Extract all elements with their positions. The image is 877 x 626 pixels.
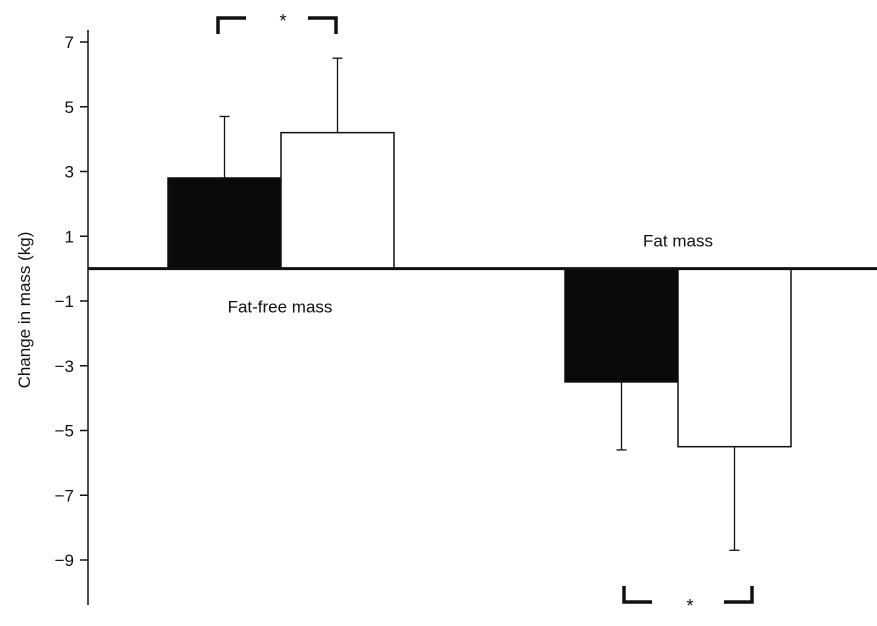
y-tick-label: 7 [65, 33, 74, 52]
y-tick-label: −7 [55, 486, 74, 505]
y-tick-label: −1 [55, 292, 74, 311]
bar [280, 131, 395, 270]
bracket-fat-mass-left [622, 586, 652, 604]
error-bars [219, 57, 740, 551]
y-axis-title: Change in mass (kg) [15, 232, 34, 389]
bar [564, 267, 679, 383]
group-label-fat-mass: Fat mass [643, 232, 713, 251]
y-axis: 7 5 3 1 −1 −3 −5 −7 −9 [55, 30, 89, 605]
y-tick-label: 1 [65, 227, 74, 246]
y-tick-label: −9 [55, 551, 74, 570]
bracket-fat-free-mass-right [308, 16, 338, 34]
significance-brackets: * * [216, 11, 754, 616]
bar [167, 177, 282, 270]
bracket-fat-free-mass-left [216, 16, 246, 34]
y-tick-label: −5 [55, 422, 74, 441]
y-tick-label: 5 [65, 98, 74, 117]
significance-star-fat-mass: * [686, 596, 693, 616]
y-tick-label: −3 [55, 357, 74, 376]
y-tick-label: 3 [65, 163, 74, 182]
group-labels: Fat-free mass Fat mass [228, 232, 713, 317]
bracket-fat-mass-right [724, 586, 754, 604]
bar [677, 267, 792, 448]
significance-star-fat-free-mass: * [279, 11, 286, 31]
bars [167, 131, 792, 448]
group-label-fat-free-mass: Fat-free mass [228, 298, 333, 317]
